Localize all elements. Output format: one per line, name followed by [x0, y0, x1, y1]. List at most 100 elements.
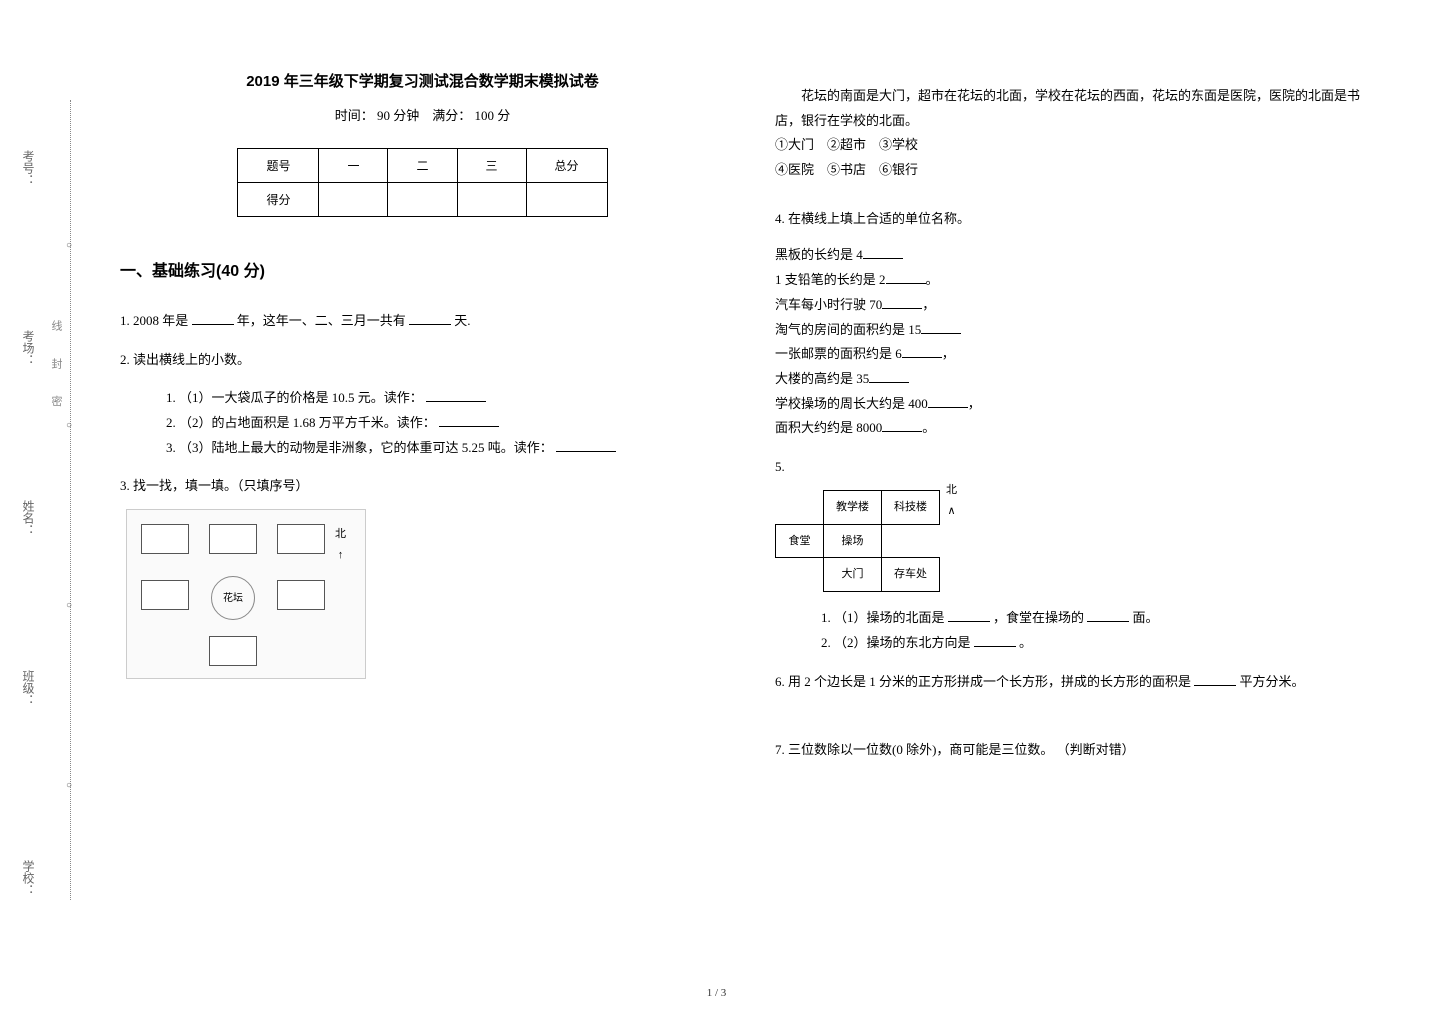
q4-line-4: 一张邮票的面积约是 6， [775, 342, 1380, 367]
q4-blank-7 [882, 419, 922, 432]
flowerbed-box-e [277, 580, 325, 610]
school-r3c3: 存车处 [882, 558, 940, 592]
question-3: 3. 找一找，填一填。（只填序号） 花坛 北↑ [120, 474, 725, 679]
q2-item-2-num: 2. [166, 415, 176, 430]
score-blank-3 [457, 183, 526, 217]
q3-desc: 花坛的南面是大门，超市在花坛的北面，学校在花坛的西面，花坛的东面是医院，医院的北… [775, 84, 1380, 183]
q4-line-1: 1 支铅笔的长约是 2。 [775, 268, 1380, 293]
binding-markers: 线 封 密 [48, 320, 64, 419]
q4-line-4-text: 一张邮票的面积约是 6 [775, 346, 902, 361]
score-head-4: 总分 [526, 149, 607, 183]
score-head-row: 题号 一 二 三 总分 [238, 149, 607, 183]
paper-subtitle: 时间： 90 分钟 满分： 100 分 [120, 105, 725, 124]
q2-blank-3 [556, 439, 616, 452]
score-head-2: 二 [388, 149, 457, 183]
flowerbed-box-n [209, 524, 257, 554]
school-r2c1: 食堂 [776, 524, 824, 558]
q4-suffix-6: ， [968, 396, 981, 411]
flowerbed-box-ne [277, 524, 325, 554]
q2-item-3: 3. （3）陆地上最大的动物是非洲象，它的体重可达 5.25 吨。读作： [166, 436, 725, 461]
q4-line-0: 黑板的长约是 4 [775, 243, 1380, 268]
binding-circle-4: ○ [66, 780, 72, 791]
school-layout-table: 教学楼 科技楼 食堂 操场 大门 存车处 [775, 490, 940, 593]
q4-line-6: 学校操场的周长大约是 400， [775, 392, 1380, 417]
q4-blank-4 [902, 345, 942, 358]
q5-sub2-a: （2）操场的东北方向是 [834, 635, 971, 650]
q4-blank-5 [869, 370, 909, 383]
q4-line-0-text: 黑板的长约是 4 [775, 247, 863, 262]
column-left: 2019 年三年级下学期复习测试混合数学期末模拟试卷 时间： 90 分钟 满分：… [110, 70, 735, 970]
flowerbed-center-label: 花坛 [223, 589, 243, 608]
binding-label-school: 学校： [20, 860, 37, 896]
q3-options-2: ④医院 ⑤书店 ⑥银行 [775, 158, 1380, 183]
score-blank-1 [319, 183, 388, 217]
flowerbed-box-s [209, 636, 257, 666]
q5-num: 5. [775, 455, 1380, 480]
score-blank-2 [388, 183, 457, 217]
score-row2-label: 得分 [238, 183, 319, 217]
q2-blank-1 [426, 389, 486, 402]
question-2: 2. 读出横线上的小数。 1. （1）一大袋瓜子的价格是 10.5 元。读作： … [120, 348, 725, 461]
school-r3c1 [776, 558, 824, 592]
binding-circle-1: ○ [66, 240, 72, 251]
flowerbed-box-w [141, 580, 189, 610]
q4-blank-0 [863, 246, 903, 259]
q1-mid: 年，这年一、二、三月一共有 [237, 313, 406, 328]
question-1: 1. 2008 年是 年，这年一、二、三月一共有 天. [120, 309, 725, 334]
page-number: 1 / 3 [707, 987, 727, 999]
full-label: 满分： [432, 108, 471, 123]
score-head-3: 三 [457, 149, 526, 183]
q2-item-3-text: （3）陆地上最大的动物是非洲象，它的体重可达 5.25 吨。读作： [179, 440, 553, 455]
q3-stem: 3. 找一找，填一填。（只填序号） [120, 474, 725, 499]
school-r1c1 [776, 490, 824, 524]
binding-circle-3: ○ [66, 600, 72, 611]
flowerbed-north-icon: 北↑ [335, 524, 346, 566]
binding-label-room: 考场： [20, 330, 37, 366]
score-head-1: 一 [319, 149, 388, 183]
q4-line-5-text: 大楼的高约是 35 [775, 371, 869, 386]
q2-item-1-text: （1）一大袋瓜子的价格是 10.5 元。读作： [179, 390, 423, 405]
q1-suffix: 天. [454, 313, 470, 328]
score-table: 题号 一 二 三 总分 得分 [237, 148, 607, 217]
q5-sub1-num: 1. [821, 610, 831, 625]
q5-blank-1 [948, 609, 990, 622]
q5-sub-2: 2. （2）操场的东北方向是 。 [821, 631, 1380, 656]
q4-line-3-text: 淘气的房间的面积约是 15 [775, 322, 921, 337]
q5-sub2-num: 2. [821, 635, 831, 650]
q4-line-2: 汽车每小时行驶 70 ， [775, 293, 1380, 318]
question-5: 5. 教学楼 科技楼 食堂 操场 大门 [775, 455, 1380, 656]
q2-item-1: 1. （1）一大袋瓜子的价格是 10.5 元。读作： [166, 386, 725, 411]
time-value: 90 分钟 [377, 108, 419, 123]
q4-line-3: 淘气的房间的面积约是 15 [775, 318, 1380, 343]
q4-line-2-text: 汽车每小时行驶 70 [775, 297, 882, 312]
q4-suffix-2: ， [922, 297, 935, 312]
q6-blank [1194, 673, 1236, 686]
score-blank-4 [526, 183, 607, 217]
question-7: 7. 三位数除以一位数(0 除外)，商可能是三位数。 （判断对错） [775, 738, 1380, 763]
school-north-icon: 北∧ [946, 480, 957, 522]
north-char: 北 [335, 528, 346, 540]
time-label: 时间： [335, 108, 374, 123]
question-4: 4. 在横线上填上合适的单位名称。 黑板的长约是 4 1 支铅笔的长约是 2。 … [775, 207, 1380, 441]
full-value: 100 分 [475, 108, 511, 123]
binding-label-examno: 考号： [20, 150, 37, 186]
school-r1c3: 科技楼 [882, 490, 940, 524]
q2-item-1-num: 1. [166, 390, 176, 405]
q6-a: 6. 用 2 个边长是 1 分米的正方形拼成一个长方形，拼成的长方形的面积是 [775, 674, 1191, 689]
school-north-char: 北 [946, 484, 957, 496]
q4-line-1-text: 1 支铅笔的长约是 2 [775, 272, 886, 287]
q5-sub-1: 1. （1）操场的北面是 ，食堂在操场的 面。 [821, 606, 1380, 631]
q4-stem: 4. 在横线上填上合适的单位名称。 [775, 207, 1380, 232]
q4-suffix-7: 。 [922, 420, 935, 435]
q2-item-3-num: 3. [166, 440, 176, 455]
binding-circle-2: ○ [66, 420, 72, 431]
binding-label-name: 姓名： [20, 500, 37, 536]
column-right: 花坛的南面是大门，超市在花坛的北面，学校在花坛的西面，花坛的东面是医院，医院的北… [765, 70, 1390, 970]
q1-blank-1 [192, 312, 234, 325]
school-r3c2: 大门 [824, 558, 882, 592]
flowerbed-box-nw [141, 524, 189, 554]
q5-sub1-a: （1）操场的北面是 [834, 610, 945, 625]
q2-blank-2 [439, 414, 499, 427]
q2-item-2: 2. （2）的占地面积是 1.68 万平方千米。读作： [166, 411, 725, 436]
q4-blank-1 [886, 271, 926, 284]
